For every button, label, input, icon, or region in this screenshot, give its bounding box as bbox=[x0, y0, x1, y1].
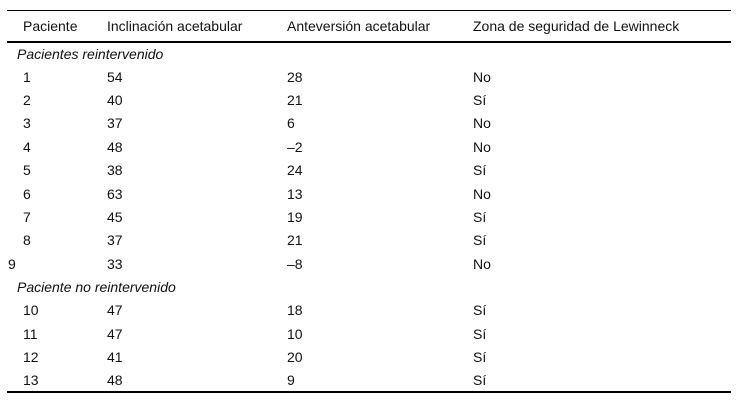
table-row: 1 54 28 No bbox=[7, 65, 731, 88]
cell-inclination: 40 bbox=[107, 91, 123, 108]
cell-patient: 8 bbox=[23, 232, 31, 249]
col-header-anteversion: Anteversión acetabular bbox=[287, 17, 431, 34]
cell-anteversion: 21 bbox=[287, 232, 303, 249]
cell-anteversion: 20 bbox=[287, 349, 303, 366]
section-row-no-reintervenido: Paciente no reintervenido bbox=[7, 275, 731, 298]
cell-inclination: 45 bbox=[107, 208, 123, 225]
table-row: 12 41 20 Sí bbox=[7, 346, 731, 369]
cell-patient: 1 bbox=[23, 68, 31, 85]
cell-patient: 10 bbox=[23, 302, 39, 319]
cell-anteversion: 19 bbox=[287, 208, 303, 225]
cell-anteversion: 10 bbox=[287, 325, 303, 342]
cell-patient: 12 bbox=[23, 349, 39, 366]
cell-anteversion: –8 bbox=[287, 255, 303, 272]
cell-zone: Sí bbox=[473, 208, 487, 225]
patients-table: Paciente Inclinación acetabular Antevers… bbox=[7, 10, 731, 394]
table-row: 6 63 13 No bbox=[7, 182, 731, 205]
section-row-reintervenido: Pacientes reintervenido bbox=[7, 42, 731, 65]
cell-zone: Sí bbox=[473, 372, 487, 389]
cell-patient: 7 bbox=[23, 208, 31, 225]
cell-inclination: 54 bbox=[107, 68, 123, 85]
table-row: 2 40 21 Sí bbox=[7, 88, 731, 111]
cell-inclination: 37 bbox=[107, 232, 123, 249]
table-row: 11 47 10 Sí bbox=[7, 322, 731, 345]
cell-zone: No bbox=[473, 138, 491, 155]
table-row: 4 48 –2 No bbox=[7, 135, 731, 158]
section-label: Paciente no reintervenido bbox=[17, 279, 176, 296]
cell-zone: Sí bbox=[473, 91, 487, 108]
section-label: Pacientes reintervenido bbox=[17, 45, 164, 62]
cell-inclination: 33 bbox=[107, 255, 123, 272]
cell-anteversion: –2 bbox=[287, 138, 303, 155]
cell-inclination: 47 bbox=[107, 302, 123, 319]
table-row: 5 38 24 Sí bbox=[7, 158, 731, 181]
cell-anteversion: 21 bbox=[287, 91, 303, 108]
cell-patient: 4 bbox=[23, 138, 31, 155]
cell-patient: 13 bbox=[23, 372, 39, 389]
header-row: Paciente Inclinación acetabular Antevers… bbox=[7, 11, 731, 42]
cell-anteversion: 6 bbox=[287, 115, 295, 132]
cell-zone: No bbox=[473, 68, 491, 85]
cell-patient: 2 bbox=[23, 91, 31, 108]
table-row: 9 33 –8 No bbox=[7, 252, 731, 275]
cell-inclination: 48 bbox=[107, 372, 123, 389]
col-header-inclinacion: Inclinación acetabular bbox=[107, 17, 243, 34]
cell-anteversion: 18 bbox=[287, 302, 303, 319]
cell-anteversion: 9 bbox=[287, 372, 295, 389]
cell-inclination: 38 bbox=[107, 162, 123, 179]
cell-zone: No bbox=[473, 255, 491, 272]
cell-zone: No bbox=[473, 185, 491, 202]
cell-zone: Sí bbox=[473, 232, 487, 249]
cell-patient: 11 bbox=[23, 325, 38, 342]
cell-patient: 5 bbox=[23, 162, 31, 179]
cell-inclination: 37 bbox=[107, 115, 123, 132]
cell-patient: 9 bbox=[8, 255, 16, 272]
cell-zone: Sí bbox=[473, 302, 487, 319]
cell-anteversion: 24 bbox=[287, 162, 303, 179]
cell-inclination: 41 bbox=[107, 349, 123, 366]
col-header-zona-seguridad: Zona de seguridad de Lewinneck bbox=[473, 17, 680, 34]
cell-anteversion: 13 bbox=[287, 185, 303, 202]
cell-patient: 3 bbox=[23, 115, 31, 132]
cell-zone: Sí bbox=[473, 162, 487, 179]
table-row: 13 48 9 Sí bbox=[7, 369, 731, 392]
col-header-paciente: Paciente bbox=[23, 17, 78, 34]
table-row: 10 47 18 Sí bbox=[7, 299, 731, 322]
cell-zone: Sí bbox=[473, 325, 487, 342]
cell-inclination: 48 bbox=[107, 138, 123, 155]
cell-patient: 6 bbox=[23, 185, 31, 202]
table-row: 3 37 6 No bbox=[7, 112, 731, 135]
cell-zone: No bbox=[473, 115, 491, 132]
table-row: 8 37 21 Sí bbox=[7, 229, 731, 252]
cell-zone: Sí bbox=[473, 349, 487, 366]
table-row: 7 45 19 Sí bbox=[7, 205, 731, 228]
cell-anteversion: 28 bbox=[287, 68, 303, 85]
cell-inclination: 47 bbox=[107, 325, 123, 342]
cell-inclination: 63 bbox=[107, 185, 123, 202]
